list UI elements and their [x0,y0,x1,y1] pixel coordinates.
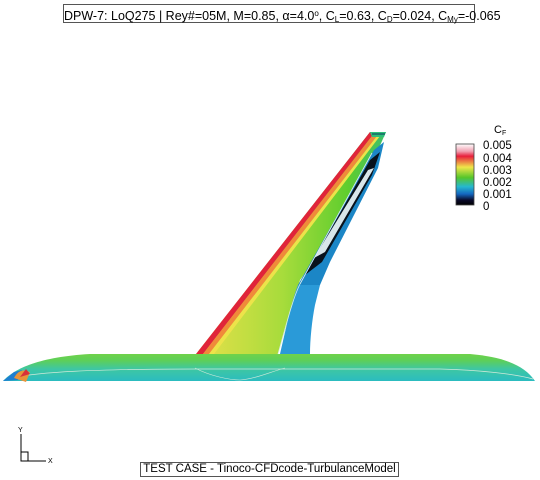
legend-label: 0.002 [483,177,512,189]
plot-title: DPW-7: LoQ275 | Rey#=05M, M=0.85, α=4.0o… [63,4,501,24]
axis-triad [20,434,46,462]
y-axis-label: Y [18,427,23,434]
legend-label: 0.003 [483,165,512,177]
legend-label: 0.004 [483,153,512,165]
legend-colorbar [455,143,475,206]
wing-surface [196,132,386,355]
legend-title: CF [494,124,507,137]
x-axis-label: X [48,458,53,465]
footer-caption: TEST CASE - Tinoco-CFDcode-TurbulanceMod… [140,462,399,477]
fuselage-surface [3,354,535,382]
legend-label: 0.005 [483,140,512,152]
legend-label: 0 [483,201,490,213]
legend-label: 0.001 [483,189,512,201]
